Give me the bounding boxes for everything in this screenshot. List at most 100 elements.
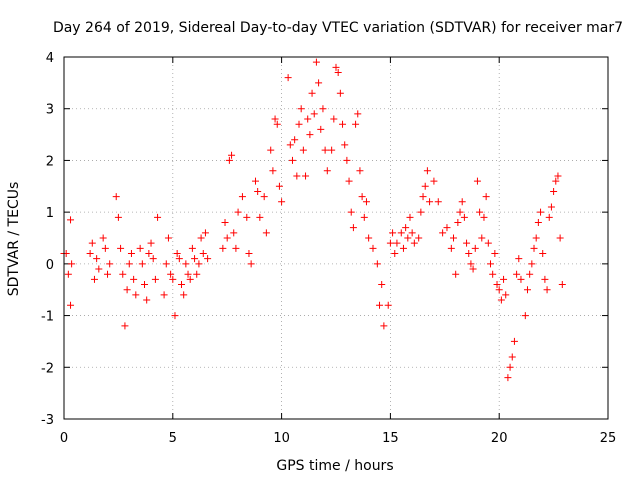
data-point [493,281,501,289]
data-point [180,291,188,299]
data-point [323,167,331,175]
y-tick-label: 3 [46,103,54,118]
data-point [332,63,340,71]
data-point [465,250,473,258]
data-point [164,234,172,242]
data-point [68,260,76,268]
data-point [389,229,397,237]
data-point [302,172,310,180]
data-point [95,265,103,273]
data-point [232,244,240,252]
data-point [219,244,227,252]
y-tick-label: 0 [46,258,54,273]
data-point [410,239,418,247]
data-point [67,216,75,224]
data-point [151,275,159,283]
data-point [117,244,125,252]
data-point [517,275,525,283]
data-point [317,125,325,133]
data-point [393,239,401,247]
data-point [260,193,268,201]
data-point [145,250,153,258]
data-point [378,281,386,289]
x-axis-label: GPS time / hours [276,458,393,474]
data-point [373,260,381,268]
data-point [312,58,320,66]
data-point [415,234,423,242]
data-point [352,120,360,128]
data-point [321,146,329,154]
data-point [539,250,547,258]
x-tick-label: 25 [600,431,617,446]
data-point [334,69,342,77]
data-point [278,198,286,206]
data-point [356,167,364,175]
data-point [141,281,149,289]
data-point [421,182,429,190]
data-point [482,193,490,201]
data-point [297,105,305,113]
data-point [443,224,451,232]
data-point [127,250,135,258]
data-point [167,270,175,278]
data-point [90,275,98,283]
data-point [495,286,503,294]
data-point [143,296,151,304]
data-point [186,275,194,283]
data-point [523,286,531,294]
data-point [223,234,231,242]
data-point [254,187,262,195]
data-point [273,120,281,128]
data-point [460,213,468,221]
data-point [262,229,270,237]
y-tick-label: 1 [46,206,54,221]
data-point [543,286,551,294]
data-point [286,141,294,149]
data-point [450,234,458,242]
data-point [471,244,479,252]
data-point [534,218,542,226]
plot-frame [63,56,609,420]
data-point [114,213,122,221]
data-point [426,198,434,206]
data-point [530,244,538,252]
data-point [354,110,362,118]
data-point [467,260,475,268]
data-point [132,291,140,299]
data-points [60,58,566,382]
data-point [228,151,236,159]
data-point [476,208,484,216]
data-point [121,322,129,330]
data-point [204,255,212,263]
data-point [171,312,179,320]
data-point [293,172,301,180]
data-point [106,260,114,268]
data-point [149,255,157,263]
y-axis-label: SDTVAR / TECUs [6,182,22,297]
data-point [67,301,75,309]
data-point [502,291,510,299]
data-point [480,213,488,221]
data-point [125,260,133,268]
data-point [130,275,138,283]
data-point [251,177,259,185]
data-point [452,270,460,278]
x-tick-label: 10 [273,431,290,446]
data-point [456,208,464,216]
data-point [160,291,168,299]
data-point [532,234,540,242]
data-point [136,244,144,252]
data-point [399,244,407,252]
data-point [447,244,455,252]
data-point [386,239,394,247]
data-point [182,260,190,268]
data-point [489,270,497,278]
data-point [188,244,196,252]
data-point [256,213,264,221]
chart-title: Day 264 of 2019, Sidereal Day-to-day VTE… [53,20,623,36]
data-point [267,146,275,154]
data-point [221,218,229,226]
data-point [491,250,499,258]
data-point [64,270,72,278]
